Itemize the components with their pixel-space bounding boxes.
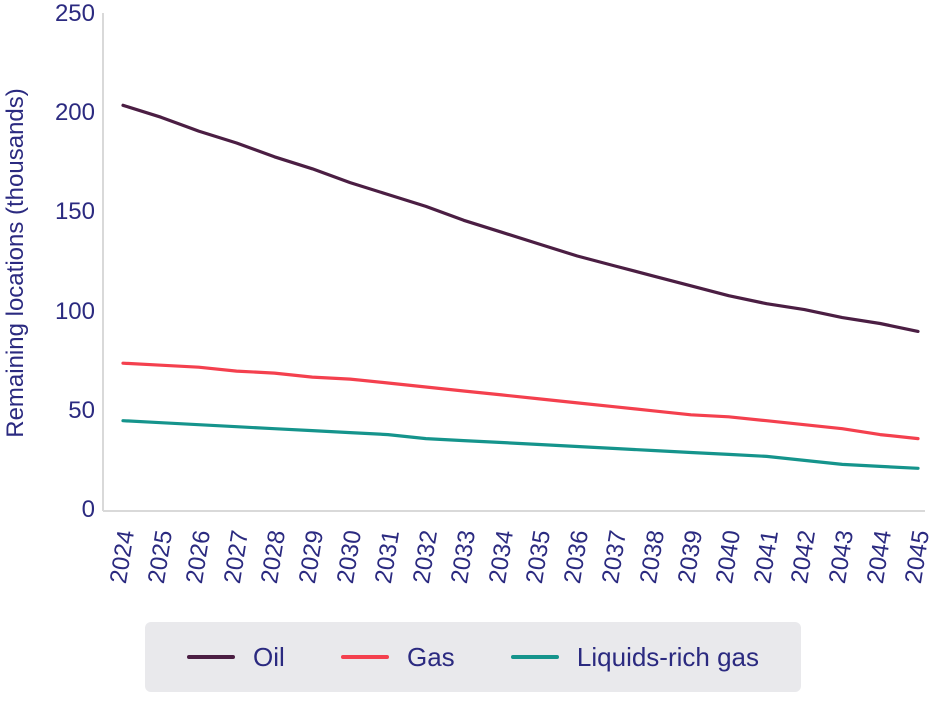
y-tick-label-200: 200 bbox=[54, 99, 95, 127]
series-line-oil bbox=[121, 103, 920, 333]
legend-label: Liquids-rich gas bbox=[576, 641, 759, 672]
x-tick-label-2034: 2034 bbox=[483, 528, 519, 586]
x-tick-label-2038: 2038 bbox=[634, 528, 671, 586]
y-tick-label-250: 250 bbox=[54, 0, 95, 27]
x-tick-label-2027: 2027 bbox=[218, 528, 254, 586]
legend-swatch-icon bbox=[187, 655, 235, 659]
y-tick-label-0: 0 bbox=[81, 496, 95, 523]
x-tick-label-2041: 2041 bbox=[748, 528, 784, 586]
x-tick-label-2032: 2032 bbox=[407, 528, 443, 586]
x-tick-label-2044: 2044 bbox=[862, 528, 898, 586]
series-line-liquids-rich-gas bbox=[121, 419, 920, 470]
x-tick-label-2033: 2033 bbox=[445, 528, 481, 586]
legend-item-oil: Oil bbox=[187, 642, 285, 673]
y-tick-label-100: 100 bbox=[54, 297, 95, 325]
series-lines bbox=[121, 103, 920, 470]
x-tick-label-2031: 2031 bbox=[369, 528, 406, 586]
y-tick-label-50: 50 bbox=[68, 396, 95, 424]
x-tick-label-2035: 2035 bbox=[521, 528, 557, 586]
x-tick-label-2029: 2029 bbox=[294, 528, 330, 586]
x-tick-label-2040: 2040 bbox=[710, 528, 746, 586]
legend-item-liquids-rich-gas: Liquids-rich gas bbox=[510, 641, 759, 673]
legend-label: Gas bbox=[407, 641, 455, 672]
series-line-gas bbox=[121, 361, 920, 441]
x-tick-label-2042: 2042 bbox=[786, 528, 822, 586]
y-tick-label-150: 150 bbox=[54, 198, 95, 226]
axis-lines bbox=[102, 13, 925, 512]
x-tick-label-2037: 2037 bbox=[597, 528, 633, 586]
x-tick-label-2028: 2028 bbox=[256, 528, 292, 586]
legend-label: Oil bbox=[253, 641, 285, 672]
x-tick-label-2045: 2045 bbox=[899, 528, 934, 586]
legend: Oil Gas Liquids-rich gas bbox=[145, 622, 801, 692]
x-tick-label-2030: 2030 bbox=[332, 528, 368, 586]
x-tick-label-2025: 2025 bbox=[142, 528, 178, 586]
x-tick-label-2043: 2043 bbox=[824, 528, 860, 586]
x-tick-label-2039: 2039 bbox=[672, 528, 708, 586]
x-tick-label-2026: 2026 bbox=[180, 528, 216, 586]
legend-item-gas: Gas bbox=[341, 642, 455, 673]
legend-swatch-icon bbox=[510, 655, 559, 659]
x-tick-label-2036: 2036 bbox=[559, 528, 595, 586]
y-axis-title: Remaining locations (thousands) bbox=[2, 88, 29, 438]
legend-swatch-icon bbox=[341, 655, 389, 659]
x-tick-label-2024: 2024 bbox=[104, 528, 141, 586]
